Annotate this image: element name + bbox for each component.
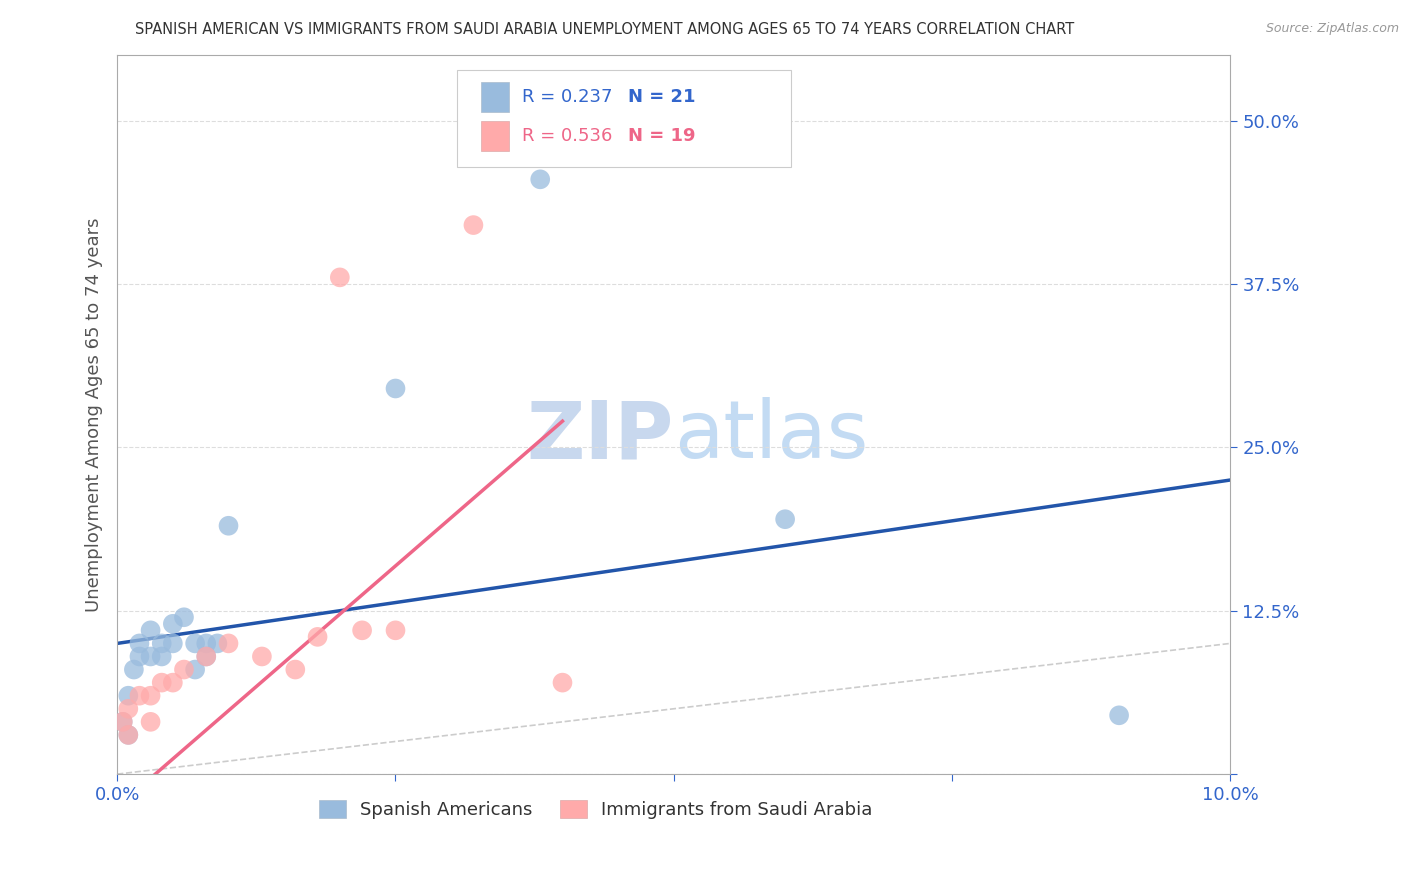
Point: [184, 663, 207, 677]
Point: [384, 382, 406, 396]
Point: [139, 649, 162, 664]
Point: [122, 663, 145, 677]
Point: [250, 649, 273, 664]
Point: [195, 636, 218, 650]
Point: [352, 624, 374, 638]
Point: [463, 218, 485, 232]
Point: [384, 624, 406, 638]
Point: [218, 636, 240, 650]
Point: [184, 636, 207, 650]
FancyBboxPatch shape: [481, 82, 509, 112]
Legend: Spanish Americans, Immigrants from Saudi Arabia: Spanish Americans, Immigrants from Saudi…: [312, 792, 880, 826]
Point: [218, 518, 240, 533]
Point: [551, 675, 574, 690]
Text: N = 19: N = 19: [628, 127, 696, 145]
Point: [207, 636, 229, 650]
FancyBboxPatch shape: [457, 70, 790, 167]
Point: [111, 714, 134, 729]
Point: [162, 636, 184, 650]
Point: [329, 270, 352, 285]
Point: [139, 714, 162, 729]
Point: [139, 624, 162, 638]
Point: [117, 689, 139, 703]
Text: ZIP: ZIP: [527, 397, 673, 475]
Point: [529, 172, 551, 186]
Text: Source: ZipAtlas.com: Source: ZipAtlas.com: [1265, 22, 1399, 36]
Text: atlas: atlas: [673, 397, 868, 475]
Point: [117, 728, 139, 742]
Point: [195, 649, 218, 664]
Point: [284, 663, 307, 677]
Point: [128, 689, 150, 703]
Text: R = 0.237: R = 0.237: [523, 88, 613, 106]
Point: [117, 728, 139, 742]
Point: [173, 610, 195, 624]
Point: [128, 636, 150, 650]
Point: [128, 649, 150, 664]
Point: [1108, 708, 1130, 723]
Point: [307, 630, 329, 644]
Point: [111, 714, 134, 729]
Y-axis label: Unemployment Among Ages 65 to 74 years: Unemployment Among Ages 65 to 74 years: [86, 218, 103, 612]
Point: [162, 675, 184, 690]
FancyBboxPatch shape: [481, 121, 509, 151]
Text: R = 0.536: R = 0.536: [523, 127, 613, 145]
Point: [195, 649, 218, 664]
Point: [117, 702, 139, 716]
Point: [150, 675, 173, 690]
Point: [150, 636, 173, 650]
Text: SPANISH AMERICAN VS IMMIGRANTS FROM SAUDI ARABIA UNEMPLOYMENT AMONG AGES 65 TO 7: SPANISH AMERICAN VS IMMIGRANTS FROM SAUD…: [135, 22, 1074, 37]
Text: N = 21: N = 21: [628, 88, 696, 106]
Point: [173, 663, 195, 677]
Point: [162, 616, 184, 631]
Point: [150, 649, 173, 664]
Point: [139, 689, 162, 703]
Point: [773, 512, 796, 526]
